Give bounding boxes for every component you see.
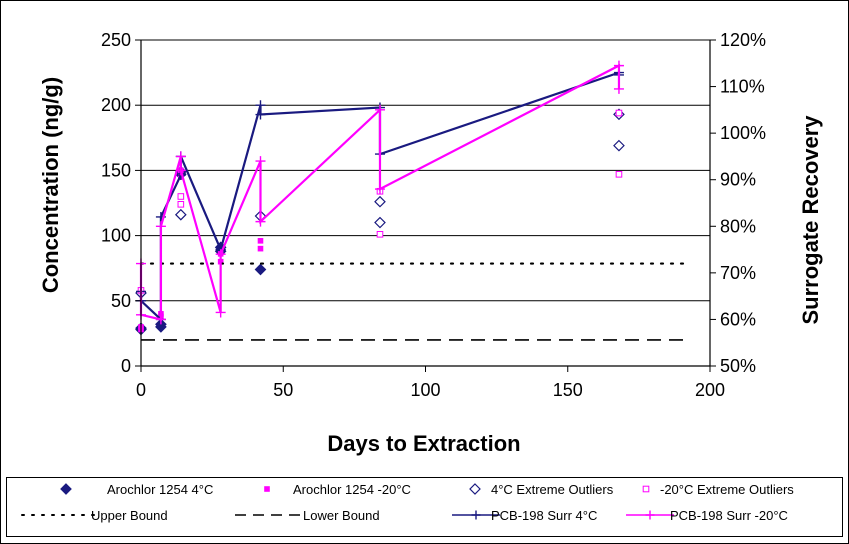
- y-tick-label: 250: [101, 30, 131, 50]
- data-point: [255, 100, 266, 111]
- legend-box: [6, 477, 843, 537]
- gridlines: [141, 39, 710, 302]
- legend-marker: [642, 485, 650, 493]
- series-7: [136, 60, 624, 325]
- data-point: [374, 184, 385, 195]
- legend-entry: Lower Bound: [235, 508, 380, 523]
- legend-entry: Arochlor 1254 4°C: [60, 482, 213, 497]
- legend-label: Arochlor 1254 -20°C: [293, 482, 411, 497]
- x-tick-label: 100: [410, 380, 440, 400]
- y2-tick-label: 110%: [720, 77, 765, 97]
- legend-entry: 4°C Extreme Outliers: [469, 482, 614, 497]
- legend-label: Arochlor 1254 4°C: [107, 482, 213, 497]
- x-tick-label: 150: [553, 380, 583, 400]
- data-point: [177, 201, 185, 208]
- y2-tick-label: 100%: [720, 123, 766, 143]
- data-point: [175, 151, 186, 162]
- legend-entry: PCB-198 Surr -20°C: [626, 508, 788, 523]
- y2-axis-label: Surrogate Recovery: [798, 115, 823, 325]
- data-point: [155, 314, 166, 325]
- data-point: [374, 104, 385, 115]
- data-point: [613, 83, 624, 94]
- y-axis-label: Concentration (ng/g): [38, 77, 63, 293]
- y-tick-label: 100: [101, 226, 131, 246]
- y2-tick-label: 70%: [720, 263, 756, 283]
- y2-tick-label: 120%: [720, 30, 766, 50]
- data-point: [215, 249, 226, 260]
- legend-label: 4°C Extreme Outliers: [491, 482, 614, 497]
- y-tick-label: 0: [121, 356, 131, 376]
- data-point: [257, 238, 264, 244]
- y-tick-label: 200: [101, 95, 131, 115]
- data-point: [376, 230, 384, 238]
- legend-marker: [471, 510, 481, 520]
- data-point: [257, 245, 264, 252]
- legend-marker: [469, 483, 481, 495]
- data-point: [615, 171, 623, 178]
- y2-tick-label: 80%: [720, 216, 756, 236]
- data-point: [177, 193, 185, 200]
- legend-label: PCB-198 Surr -20°C: [670, 508, 788, 523]
- data-point: [174, 208, 187, 221]
- data-point: [374, 195, 386, 208]
- y2-tick-label: 50%: [720, 356, 756, 376]
- axes: 0 50 100 150 200 250 50% 60% 70% 80% 90% 100% 110% 12…: [101, 30, 766, 400]
- data-point: [215, 307, 226, 318]
- data-point: [255, 156, 266, 167]
- data-point: [615, 109, 623, 117]
- legend-marker: [264, 486, 270, 492]
- legend-entry: Upper Bound: [21, 508, 168, 523]
- x-axis-label: Days to Extraction: [327, 431, 520, 456]
- legend-entry: -20°C Extreme Outliers: [642, 482, 794, 497]
- legend: Arochlor 1254 4°C Arochlor 1254 -20°C 4°C …: [6, 477, 843, 537]
- data-point: [613, 60, 624, 71]
- data-point: [254, 263, 267, 276]
- x-tick-label: 50: [273, 380, 293, 400]
- y-tick-label: 150: [101, 160, 131, 180]
- data-point: [255, 109, 266, 120]
- legend-entry: Arochlor 1254 -20°C: [264, 482, 411, 497]
- legend-label: Lower Bound: [303, 508, 380, 523]
- data-point: [374, 216, 386, 229]
- x-tick-label: 0: [136, 380, 146, 400]
- legend-marker: [645, 510, 655, 520]
- data-point: [613, 139, 625, 152]
- series-layer: [135, 60, 689, 341]
- data-point: [155, 221, 166, 232]
- data-point: [255, 216, 266, 227]
- legend-label: PCB-198 Surr 4°C: [491, 508, 597, 523]
- legend-entry: PCB-198 Surr 4°C: [452, 508, 597, 523]
- y2-tick-label: 60%: [720, 309, 756, 329]
- legend-label: -20°C Extreme Outliers: [660, 482, 794, 497]
- y-tick-label: 50: [111, 291, 131, 311]
- y2-tick-label: 90%: [720, 170, 756, 190]
- series-line: [139, 63, 621, 321]
- x-tick-label: 200: [695, 380, 725, 400]
- legend-marker: [60, 483, 72, 495]
- legend-label: Upper Bound: [91, 508, 168, 523]
- data-point: [175, 165, 186, 176]
